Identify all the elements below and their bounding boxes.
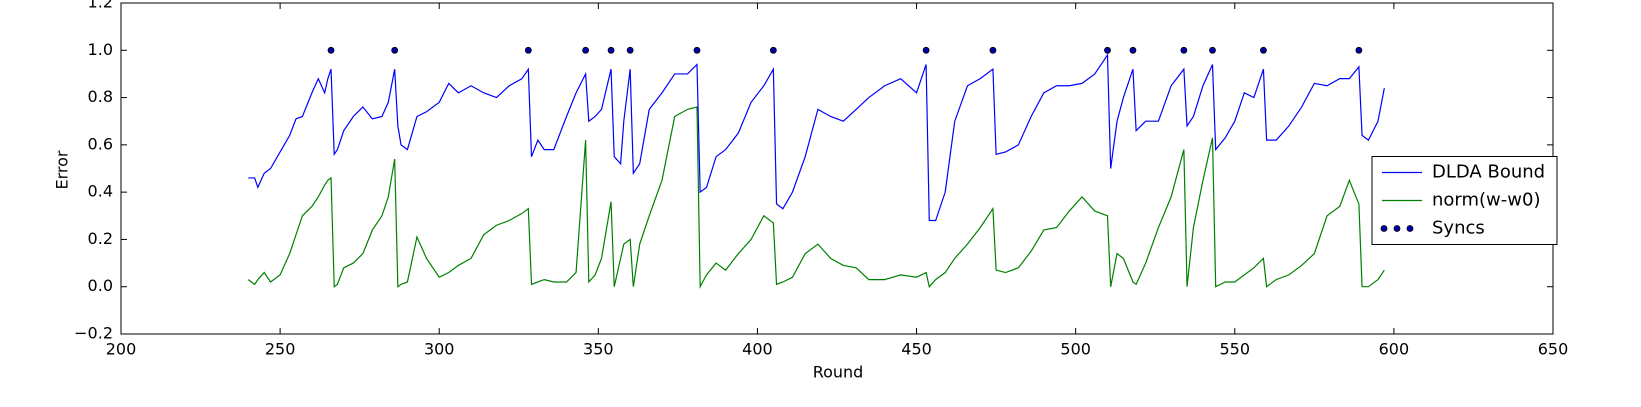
x-tick-label: 600	[1379, 340, 1410, 359]
x-tick-label: 650	[1538, 340, 1569, 359]
legend: DLDA Bound norm(w-w0) Syncs	[1371, 156, 1558, 245]
sync-point	[1104, 46, 1111, 54]
sync-point	[524, 46, 532, 54]
sync-point	[1260, 46, 1267, 54]
sync-point	[626, 46, 634, 54]
legend-marker	[1380, 225, 1388, 232]
legend-marker	[1393, 225, 1401, 232]
x-tick-label: 350	[583, 340, 614, 359]
y-tick-label: 0.4	[88, 182, 113, 201]
plot-frame	[120, 2, 1554, 335]
sync-point	[582, 46, 590, 54]
y-tick-label: 1.2	[88, 0, 113, 12]
y-tick-label: 0.6	[88, 134, 113, 153]
x-tick-label: 250	[265, 340, 296, 359]
x-tick-label: 550	[1220, 340, 1251, 359]
x-tick-label: 400	[742, 340, 773, 359]
sync-point	[1209, 46, 1216, 54]
sync-point	[1180, 46, 1188, 54]
x-tick-label: 450	[901, 340, 932, 359]
x-tick-label: 500	[1060, 340, 1091, 359]
legend-marker	[1406, 225, 1414, 232]
sync-point	[391, 46, 399, 54]
y-tick-label: 0.8	[88, 87, 113, 106]
sync-point	[922, 46, 930, 54]
x-axis-label: Round	[813, 363, 864, 382]
sync-point	[1129, 46, 1137, 54]
sync-point	[769, 46, 777, 54]
x-tick-label: 300	[424, 340, 455, 359]
y-tick-label: 1.0	[88, 40, 113, 59]
legend-label: norm(w-w0)	[1432, 190, 1540, 211]
x-tick-label: 200	[106, 340, 137, 359]
sync-point	[327, 46, 335, 54]
sync-point	[693, 46, 701, 54]
legend-label: Syncs	[1432, 218, 1485, 239]
y-axis-label: Error	[53, 150, 72, 189]
y-tick-label: 0.2	[88, 229, 113, 248]
sync-point	[989, 46, 997, 54]
sync-point	[607, 46, 615, 54]
line-series	[247, 106, 1385, 290]
y-tick-label: 0.0	[88, 276, 113, 295]
legend-label: DLDA Bound	[1432, 162, 1545, 183]
y-tick-label: −0.2	[74, 324, 113, 343]
sync-point	[1355, 46, 1363, 54]
line-series	[248, 53, 1385, 222]
